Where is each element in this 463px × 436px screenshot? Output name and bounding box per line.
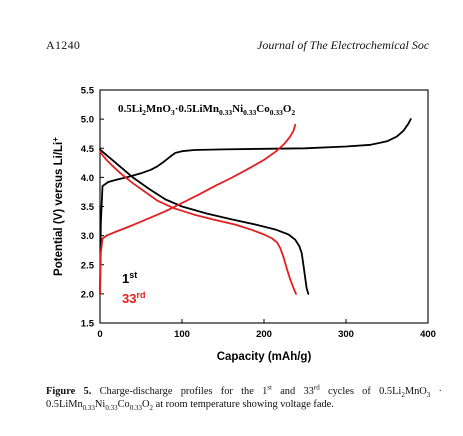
chart-title: 0.5Li2MnO3·0.5LiMn0.33Ni0.33Co0.33O2 [118, 103, 295, 117]
caption-part: rd [313, 383, 320, 392]
series-line [99, 150, 297, 295]
series-line [99, 124, 297, 295]
chart-title-part: 0.5Li [118, 103, 142, 115]
x-tick-label: 300 [338, 329, 354, 340]
chart-title-part: 3 [171, 108, 175, 117]
chart-title-part: MnO [146, 103, 172, 115]
y-axis-label-text: Potential (V) versus Li/Li [53, 142, 65, 276]
legend-cycle-suffix: st [129, 270, 137, 280]
page-header: A1240 Journal of The Electrochemical Soc [0, 38, 463, 56]
caption-part: Ni [94, 398, 106, 410]
caption-part: 2 [149, 403, 153, 412]
journal-title: Journal of The Electrochemical Soc [257, 38, 430, 52]
caption-part: · 0.5LiMn [46, 386, 443, 410]
series-line [99, 148, 310, 295]
y-tick-label: 5.0 [81, 115, 94, 126]
y-tick-label: 5.5 [81, 86, 95, 97]
page-number: A1240 [46, 38, 81, 52]
caption-part: O [141, 398, 150, 410]
y-axis-label: Potential (V) versus Li/Li+ [51, 137, 65, 276]
y-axis-label-sup: + [51, 137, 60, 142]
legend-entry: 1st [122, 270, 137, 286]
y-tick-label: 3.5 [81, 202, 95, 213]
caption-part: 3 [426, 391, 431, 400]
chart-title-part: Ni [232, 103, 243, 115]
caption-part: 0.33 [105, 403, 118, 412]
chart-title-part: Co [256, 103, 270, 115]
y-tick-label: 1.5 [81, 319, 95, 330]
legend-cycle-number: 33 [122, 291, 136, 306]
figure-label: Figure 5. [46, 386, 92, 397]
x-tick-label: 0 [97, 329, 102, 340]
legend-cycle-number: 1 [122, 271, 129, 286]
x-tick-label: 400 [420, 329, 436, 340]
y-tick-label: 4.0 [81, 173, 94, 184]
caption-text: Charge-discharge profiles for the 1st an… [46, 383, 443, 412]
chart-title-part: O [283, 103, 292, 115]
caption-part: 0.33 [129, 403, 142, 412]
chart-title-part: 0.33 [243, 108, 256, 117]
caption-part: and 33 [271, 386, 314, 397]
caption-part: Co [117, 398, 130, 410]
caption-part: cycles of 0.5Li [319, 386, 402, 397]
caption-part: 2 [401, 391, 405, 400]
voltage-capacity-chart: 1.5 2.0 2.5 3.0 3.5 4.0 4.5 5.0 5.5 0 100 200 300 400… [51, 86, 436, 364]
y-tick-label: 4.5 [81, 144, 95, 155]
y-tick-label: 2.0 [81, 289, 94, 300]
caption-part: MnO [404, 386, 427, 397]
caption-part: at room temperature showing voltage fade… [152, 398, 334, 410]
series-line [99, 118, 412, 295]
y-tick-label: 2.5 [81, 260, 95, 271]
chart-title-part: 0.33 [219, 108, 232, 117]
caption-part: st [267, 383, 272, 392]
chart-title-part: 2 [142, 108, 146, 117]
chart-title-part: 2 [291, 108, 295, 117]
y-tick-label: 3.0 [81, 231, 94, 242]
x-tick-label: 200 [256, 329, 272, 340]
x-tick-label: 100 [174, 329, 190, 340]
figure-caption: Figure 5. Charge-discharge profiles for … [46, 383, 443, 412]
x-axis-label: Capacity (mAh/g) [217, 351, 312, 363]
plot-frame [99, 89, 429, 324]
chart-title-part: 0.33 [270, 108, 283, 117]
legend-entry: 33rd [122, 290, 145, 306]
legend-cycle-suffix: rd [136, 290, 145, 300]
chart-title-part: ·0.5LiMn [175, 103, 219, 115]
caption-part: 0.33 [82, 403, 95, 412]
caption-part: Charge-discharge profiles for the 1 [91, 386, 268, 397]
